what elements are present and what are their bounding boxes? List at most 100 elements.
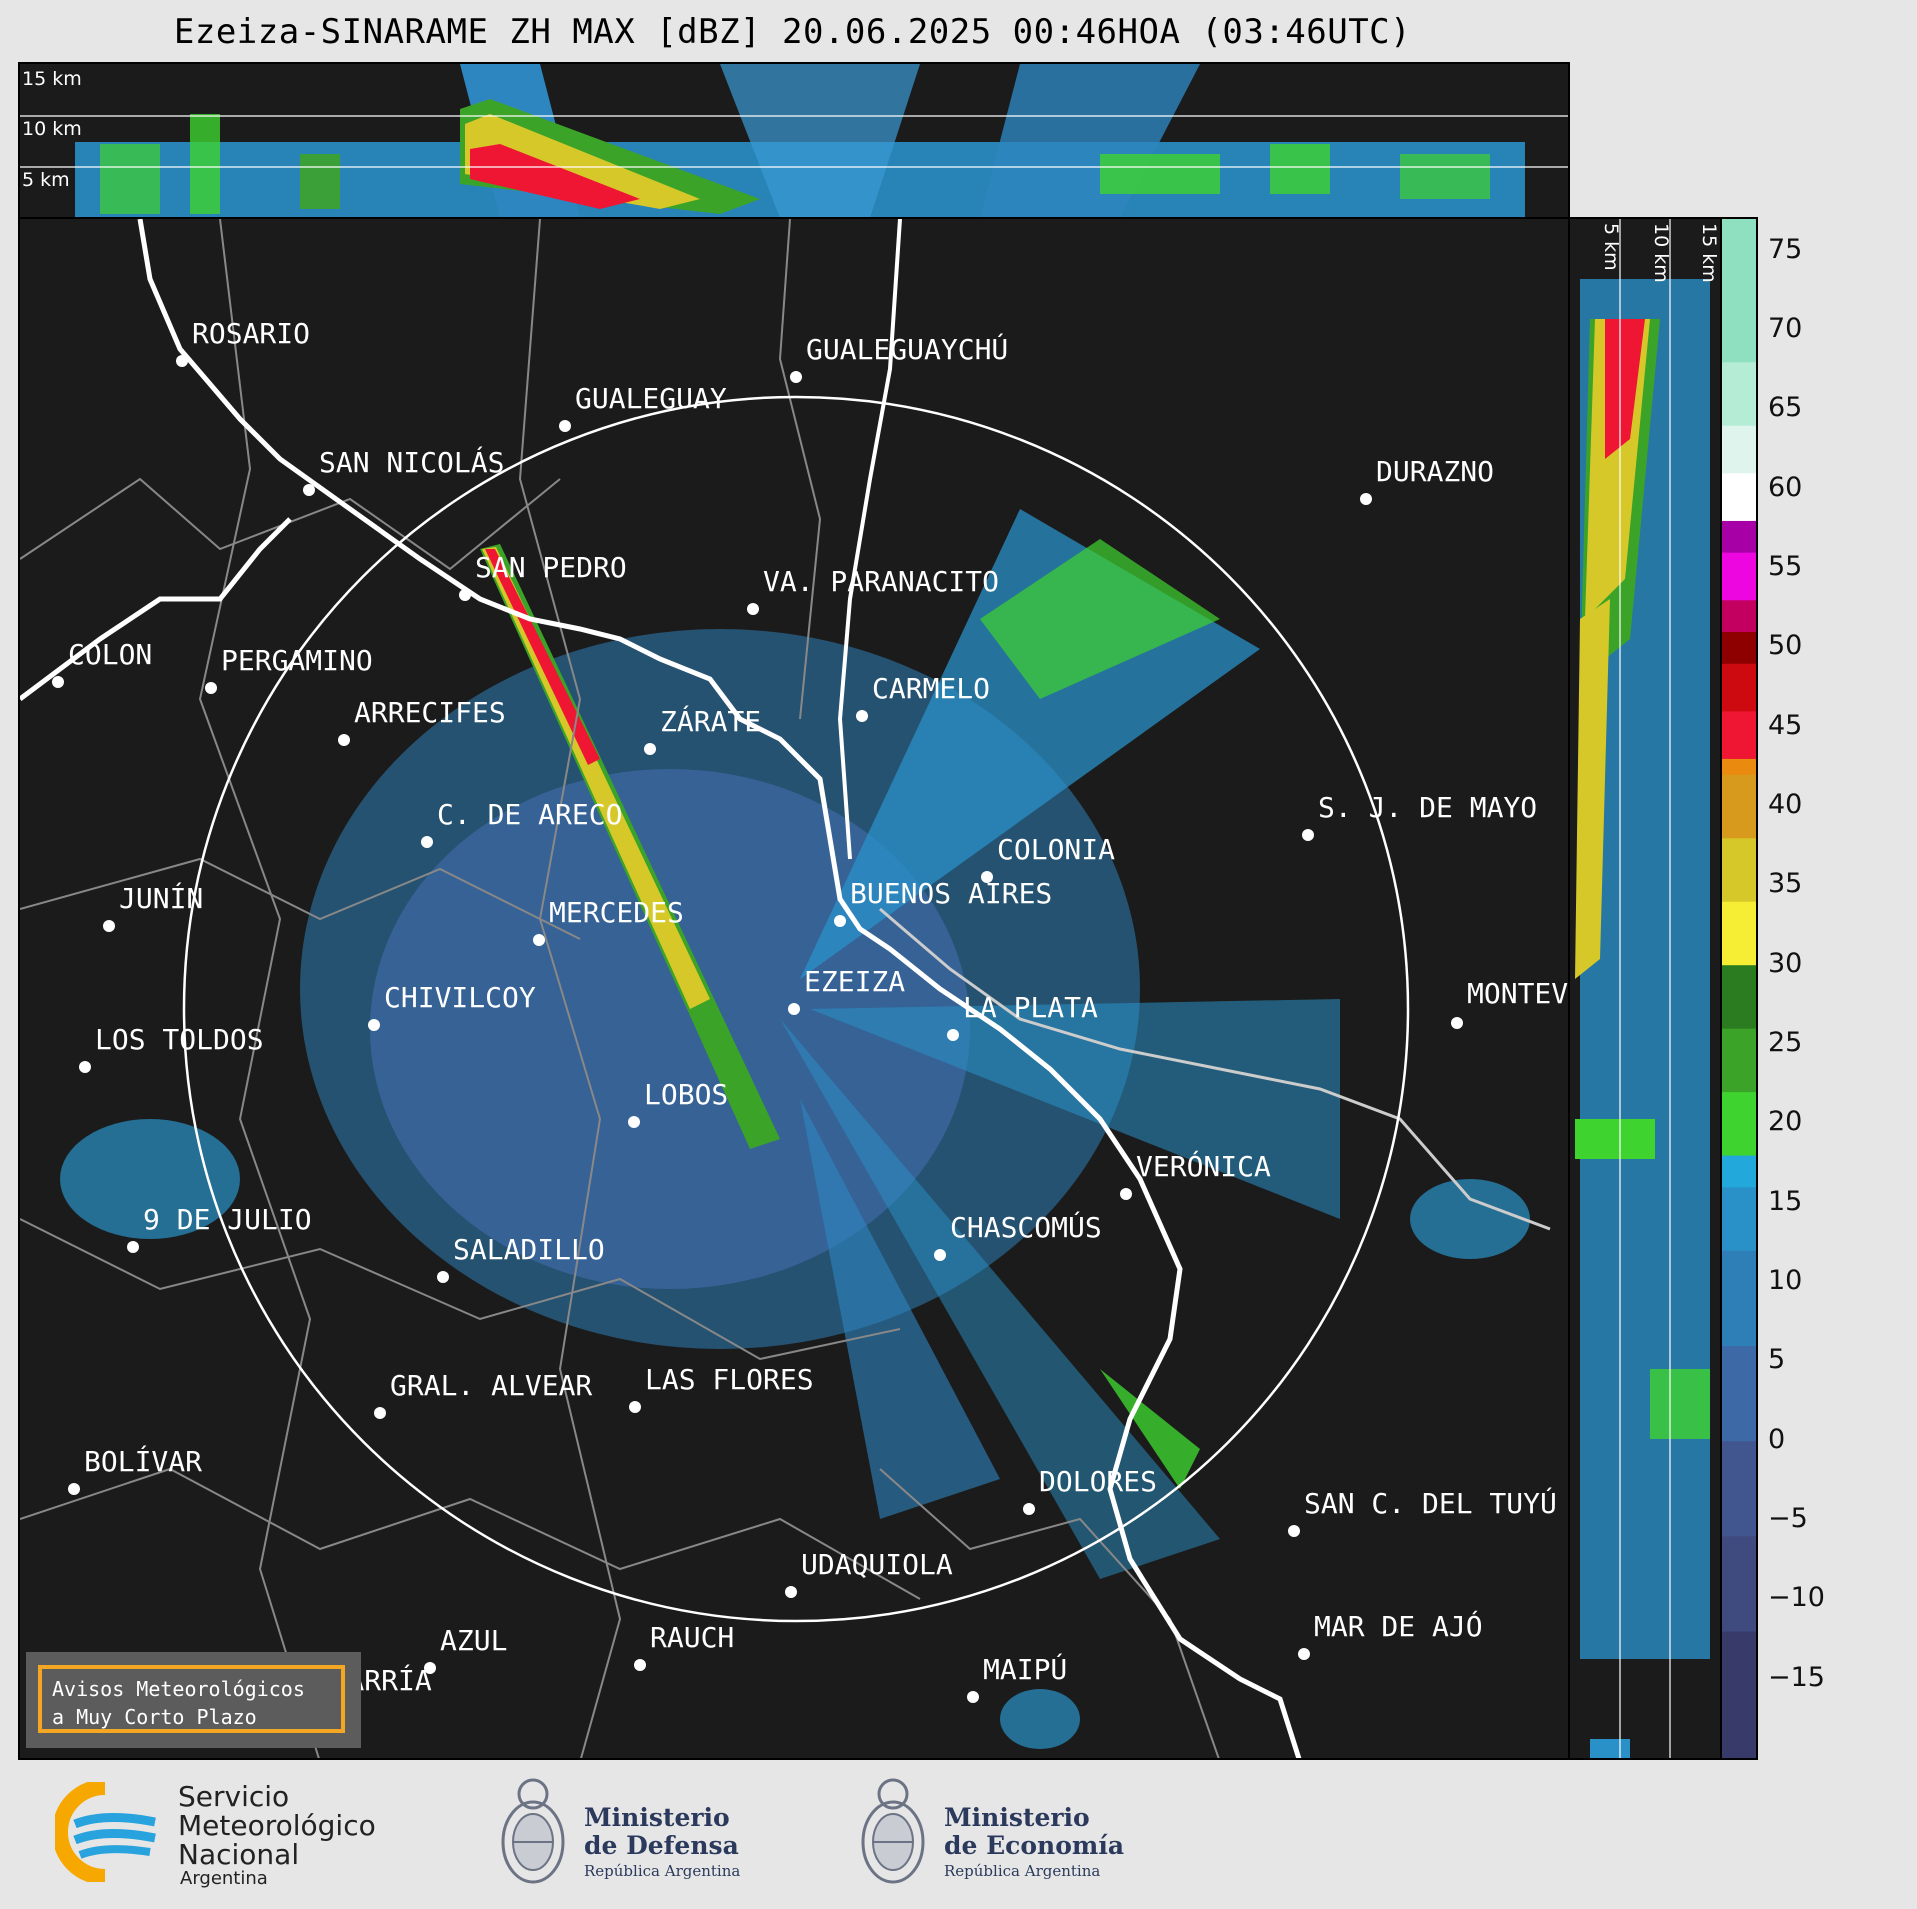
city-markers: ROSARIO GUALEGUAYCHÚ GUALEGUAY SAN NICOLÁS D… — [52, 317, 1568, 1714]
city-dot — [1298, 1648, 1310, 1660]
city-dot — [1360, 493, 1372, 505]
map-panel: ROSARIO GUALEGUAYCHÚ GUALEGUAY SAN NICOLÁS D… — [18, 217, 1570, 1760]
city-dot — [981, 871, 993, 883]
warning-box[interactable]: Avisos Meteorológicos a Muy Corto Plazo — [26, 1652, 361, 1748]
city-label: AZUL — [440, 1624, 507, 1657]
colorbar-band — [1722, 425, 1756, 474]
city-label: BUENOS AIRES — [850, 877, 1052, 910]
city-label: EZEIZA — [804, 965, 905, 998]
top-cross-section-echoes — [20, 64, 1568, 217]
city-label: SAN C. DEL TUYÚ — [1304, 1486, 1557, 1520]
city-dot — [634, 1659, 646, 1671]
city-dot — [437, 1271, 449, 1283]
city-dot — [368, 1019, 380, 1031]
city-label: DURAZNO — [1376, 455, 1494, 488]
colorbar-band — [1722, 1186, 1756, 1251]
city-dot — [338, 734, 350, 746]
city-dot — [788, 1003, 800, 1015]
defensa-line1: Ministerio — [584, 1803, 730, 1832]
colorbar-band — [1722, 361, 1756, 426]
colorbar-band — [1722, 219, 1756, 363]
defensa-line2: de Defensa — [584, 1831, 739, 1860]
colorbar-band — [1722, 1091, 1756, 1156]
coastline — [137, 219, 1302, 1758]
colorbar-tick-label: 60 — [1768, 471, 1803, 503]
city-label: S. J. DE MAYO — [1318, 791, 1537, 824]
city-dot — [421, 836, 433, 848]
city-label: LAS FLORES — [645, 1363, 814, 1396]
city-dot — [559, 420, 571, 432]
colorbar-tick-label: −5 — [1768, 1503, 1808, 1534]
colorbar-band — [1722, 552, 1756, 601]
city-dot — [374, 1407, 386, 1419]
defensa-logo-text: Ministerio de Defensa — [584, 1804, 739, 1860]
city-label: MERCEDES — [549, 896, 684, 929]
city-dot — [127, 1241, 139, 1253]
city-label: DOLORES — [1039, 1465, 1157, 1498]
city-label: BOLÍVAR — [84, 1444, 202, 1478]
colorbar-band — [1722, 1631, 1756, 1758]
city-label: UDAQUIOLA — [801, 1548, 953, 1581]
city-label: CHIVILCOY — [384, 981, 536, 1014]
colorbar-band — [1722, 599, 1756, 633]
smn-logo-text: Servicio Meteorológico Nacional — [178, 1782, 376, 1869]
colorbar-band — [1722, 1155, 1756, 1188]
city-dot — [834, 915, 846, 927]
city-label: ARRECIFES — [354, 696, 506, 729]
city-label: SAN NICOLÁS — [319, 445, 504, 479]
city-label: PERGAMINO — [221, 644, 373, 677]
city-label: GUALEGUAYCHÚ — [806, 332, 1008, 366]
colorbar-band — [1722, 758, 1756, 775]
city-dot — [1288, 1525, 1300, 1537]
colorbar-band — [1722, 663, 1756, 712]
city-label: LOS TOLDOS — [95, 1023, 264, 1056]
smn-line3: Nacional — [178, 1838, 300, 1871]
colorbar-band — [1722, 901, 1756, 966]
colorbar-band — [1722, 1345, 1756, 1442]
warning-link[interactable]: Avisos Meteorológicos a Muy Corto Plazo — [38, 1665, 345, 1733]
city-label: JUNÍN — [119, 881, 203, 915]
city-label: 9 DE JULIO — [143, 1203, 312, 1236]
city-label: CHASCOMÚS — [950, 1210, 1102, 1244]
city-dot — [1023, 1503, 1035, 1515]
city-dot — [785, 1586, 797, 1598]
top-label-15km: 15 km — [22, 68, 82, 90]
economia-seal-icon — [861, 1778, 925, 1884]
smn-line1: Servicio — [178, 1780, 290, 1813]
city-label: SAN PEDRO — [475, 551, 627, 584]
city-label: MAR DE AJÓ — [1314, 1609, 1483, 1643]
colorbar-band — [1722, 472, 1756, 521]
defensa-seal-icon — [501, 1778, 565, 1884]
colorbar — [1720, 217, 1758, 1760]
city-dot — [68, 1483, 80, 1495]
colorbar-tick-label: 30 — [1768, 947, 1803, 979]
side-cross-section-panel: 5 km 10 km 15 km — [1568, 217, 1722, 1760]
side-label-10km: 10 km — [1650, 223, 1672, 283]
river-parana — [20, 517, 292, 701]
city-label: SALADILLO — [453, 1233, 605, 1266]
colorbar-tick-label: 65 — [1768, 392, 1803, 424]
colorbar-band — [1722, 1250, 1756, 1346]
colorbar-tick-label: 75 — [1768, 233, 1803, 265]
city-dot — [629, 1401, 641, 1413]
city-label: VERÓNICA — [1136, 1149, 1271, 1183]
city-label: MAIPÚ — [983, 1652, 1067, 1686]
city-dot — [628, 1116, 640, 1128]
colorbar-tick-label: 25 — [1768, 1027, 1803, 1059]
city-dot — [644, 743, 656, 755]
chart-title: Ezeiza-SINARAME ZH MAX [dBZ] 20.06.2025 … — [173, 12, 1412, 52]
colorbar-tick-label: 15 — [1768, 1185, 1803, 1217]
colorbar-tick-label: 35 — [1768, 868, 1803, 900]
city-dot — [856, 710, 868, 722]
economia-sub: República Argentina — [944, 1862, 1101, 1880]
city-label: VA. PARANACITO — [763, 565, 999, 598]
defensa-sub: República Argentina — [584, 1862, 741, 1880]
colorbar-tick-label: 50 — [1768, 630, 1803, 662]
city-dot — [790, 371, 802, 383]
range-ring — [182, 395, 1410, 1623]
city-label: CARMELO — [872, 672, 990, 705]
side-cross-section-echoes — [1575, 219, 1710, 1758]
colorbar-tick-label: 70 — [1768, 313, 1803, 345]
colorbar-band — [1722, 631, 1756, 664]
colorbar-tick-label: 55 — [1768, 551, 1803, 583]
